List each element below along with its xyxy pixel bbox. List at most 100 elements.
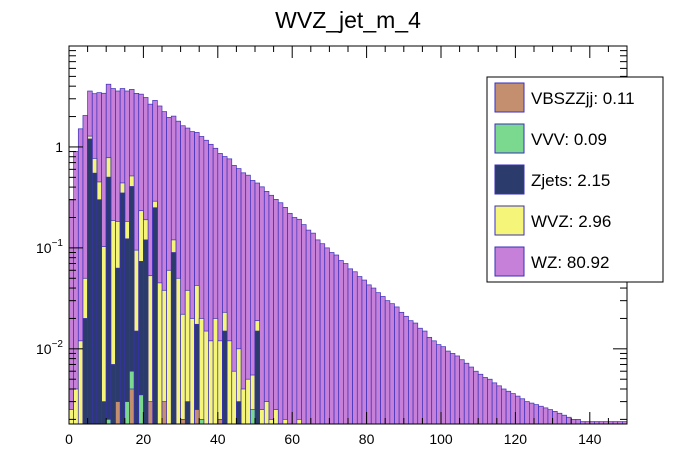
bar-wvz-bin-21: [166, 269, 172, 424]
legend-swatch-wvz: [494, 205, 525, 236]
bar-wz-bin-45: [277, 202, 284, 424]
bar-wz-bin-72: [403, 315, 409, 424]
bar-wz-bin-44: [273, 199, 279, 424]
bar-vbszzjj-bin-10: [115, 401, 121, 424]
bar-wz-bin-58: [338, 260, 344, 424]
bar-wz-bin-82: [449, 353, 456, 424]
bar-zjets-bin-10: [115, 267, 121, 424]
bar-wz-bin-76: [422, 330, 428, 424]
bar-wvz-bin-36: [236, 348, 242, 424]
bar-wvz-bin-23: [175, 277, 181, 424]
bar-wz-bin-91: [491, 382, 498, 424]
bar-wz-bin-89: [482, 377, 488, 424]
bar-wz-bin-86: [468, 366, 474, 424]
bar-wz-bin-64: [366, 284, 372, 424]
bar-wz-bin-68: [384, 300, 391, 424]
bar-wz-bin-97: [519, 398, 526, 424]
bar-wvz-bin-24: [180, 313, 186, 424]
bar-zjets-bin-40: [254, 330, 261, 424]
bar-wz-bin-80: [440, 346, 447, 424]
bar-wz-bin-74: [412, 322, 419, 424]
bar-wz-bin-71: [398, 311, 405, 424]
bar-vbszzjj-bin-17: [147, 401, 154, 424]
bar-wz-bin-81: [445, 350, 451, 424]
bar-wvz-bin-38: [245, 378, 251, 424]
legend-label-vbszzjj: VBSZZjj: 0.11: [531, 89, 635, 108]
x-tick-label: 140: [578, 431, 602, 447]
bar-zjets-bin-22: [170, 252, 177, 424]
bar-wz-bin-88: [477, 373, 484, 424]
bar-zjets-bin-4: [87, 138, 93, 424]
legend-swatch-vvv: [494, 123, 525, 154]
bar-wvz-bin-28: [198, 318, 205, 424]
bar-vvv-bin-15: [138, 394, 144, 424]
bar-wz-bin-55: [324, 247, 330, 424]
bar-wz-bin-99: [528, 402, 535, 424]
bar-vbszzjj-bin-13: [129, 388, 135, 424]
bar-zjets-bin-36: [236, 401, 242, 424]
legend-label-vvv: VVV: 0.09: [531, 130, 607, 149]
x-tick-label: 40: [210, 431, 226, 447]
bar-wz-bin-49: [296, 218, 302, 424]
bar-wz-bin-59: [343, 263, 349, 424]
bar-vvv-bin-28: [198, 419, 205, 424]
bar-wvz-bin-32: [217, 340, 223, 424]
x-axis-tick-labels: 0 20 40 60 80 100 120 140: [65, 431, 602, 447]
bar-wz-bin-57: [333, 254, 340, 424]
bar-wz-bin-60: [347, 268, 354, 424]
x-tick-label: 60: [284, 431, 300, 447]
bar-wz-bin-102: [542, 407, 549, 424]
bar-wz-bin-84: [459, 359, 465, 424]
bar-wz-bin-50: [301, 224, 307, 424]
bar-wvz-bin-41: [259, 409, 265, 424]
bar-wz-bin-52: [310, 232, 316, 424]
histogram-bars: [69, 83, 627, 424]
bar-wz-bin-61: [352, 271, 358, 424]
bar-wz-bin-47: [287, 212, 293, 424]
bar-wvz-bin-1: [73, 388, 79, 424]
bar-wz-bin-105: [556, 412, 563, 424]
bar-wz-bin-48: [291, 217, 298, 424]
bar-wvz-bin-34: [226, 340, 233, 424]
bar-zjets-bin-27: [194, 323, 200, 424]
bar-wvz-bin-7: [101, 246, 107, 424]
x-tick-label: 20: [136, 431, 152, 447]
bar-wvz-bin-35: [231, 370, 237, 424]
bar-wz-bin-41: [259, 186, 265, 424]
bar-zjets-bin-9: [110, 364, 116, 424]
x-tick-label: 80: [359, 431, 375, 447]
bar-vvv-bin-12: [124, 401, 130, 424]
legend-swatch-zjets: [494, 164, 525, 195]
bar-wz-bin-94: [505, 390, 512, 424]
bar-wz-bin-104: [552, 411, 558, 424]
bar-wz-bin-54: [319, 243, 326, 424]
legend-label-wz: WZ: 80.92: [531, 253, 609, 272]
bar-zjets-bin-8: [105, 176, 112, 424]
bar-wvz-bin-37: [240, 388, 247, 424]
bar-wvz-bin-2: [77, 340, 84, 424]
bar-wz-bin-98: [524, 401, 530, 424]
x-tick-label: 100: [429, 431, 453, 447]
bar-vbszzjj-bin-20: [161, 401, 168, 424]
bar-wvz-bin-44: [273, 409, 279, 424]
bar-wvz-bin-0: [69, 409, 75, 424]
bar-zjets-bin-16: [143, 239, 149, 424]
bar-wz-bin-78: [431, 340, 437, 424]
legend: VBSZZjj: 0.11 VVV: 0.09 Zjets: 2.15 WVZ: 2.…: [486, 76, 664, 283]
bar-wz-bin-106: [561, 414, 567, 424]
bar-wz-bin-90: [487, 378, 493, 424]
bar-wz-bin-0: [69, 199, 75, 424]
bar-wz-bin-101: [538, 405, 544, 424]
bar-wz-bin-75: [417, 327, 423, 424]
bar-wz-bin-69: [389, 303, 395, 424]
bar-wvz-bin-46: [282, 419, 288, 424]
bar-zjets-bin-3: [82, 318, 88, 424]
bar-wz-bin-63: [361, 279, 367, 424]
bar-wvz-bin-49: [296, 419, 302, 424]
bar-wz-bin-43: [268, 194, 274, 424]
chart-title: WVZ_jet_m_4: [275, 7, 421, 33]
bar-wz-bin-107: [566, 416, 572, 424]
legend-swatch-wz: [494, 246, 525, 277]
bar-wvz-bin-31: [212, 318, 219, 424]
bar-wz-bin-77: [426, 336, 433, 424]
